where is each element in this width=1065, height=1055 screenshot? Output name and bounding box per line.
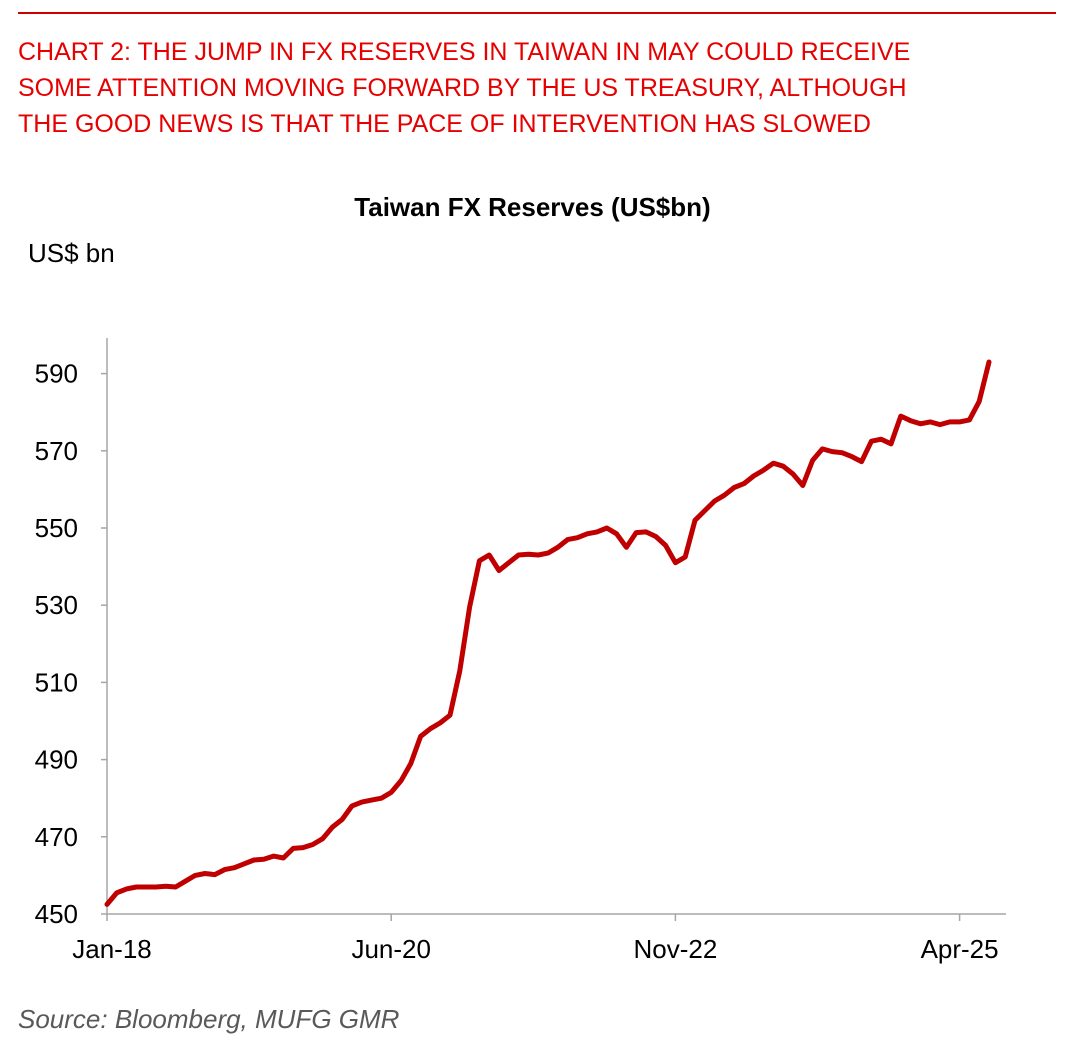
y-tick-label: 570 [35, 436, 78, 466]
y-tick-label: 470 [35, 822, 78, 852]
y-tick-label: 530 [35, 590, 78, 620]
x-axis-ticks: Jan-18 Jun-20 Nov-22 Apr-25 [72, 914, 999, 964]
top-rule [18, 12, 1056, 14]
x-tick-label: Nov-22 [633, 934, 717, 964]
series-line-taiwan-fx-reserves [104, 359, 992, 907]
source-note: Source: Bloomberg, MUFG GMR [18, 1004, 400, 1034]
x-tick-label: Jan-18 [72, 934, 152, 964]
x-tick-label: Jun-20 [351, 934, 431, 964]
x-tick-label: Apr-25 [921, 934, 999, 964]
y-tick-label: 590 [35, 359, 78, 389]
line-chart: 450 470 490 510 530 550 570 590 Jan-18 Jun-20 Nov… [35, 338, 1006, 964]
caption-line-1: CHART 2: THE JUMP IN FX RESERVES IN TAIW… [18, 38, 911, 66]
caption-line-2: SOME ATTENTION MOVING FORWARD BY THE US … [18, 74, 907, 102]
chart-caption: CHART 2: THE JUMP IN FX RESERVES IN TAIW… [18, 34, 1048, 142]
y-tick-label: 510 [35, 667, 78, 697]
y-tick-label: 450 [35, 899, 78, 929]
chart-title: Taiwan FX Reserves (US$bn) [354, 192, 711, 222]
y-tick-label: 550 [35, 513, 78, 543]
y-axis-unit-label: US$ bn [28, 238, 115, 268]
y-tick-label: 490 [35, 745, 78, 775]
y-axis-ticks: 450 470 490 510 530 550 570 590 [35, 359, 107, 929]
caption-line-3: THE GOOD NEWS IS THAT THE PACE OF INTERV… [18, 110, 871, 138]
